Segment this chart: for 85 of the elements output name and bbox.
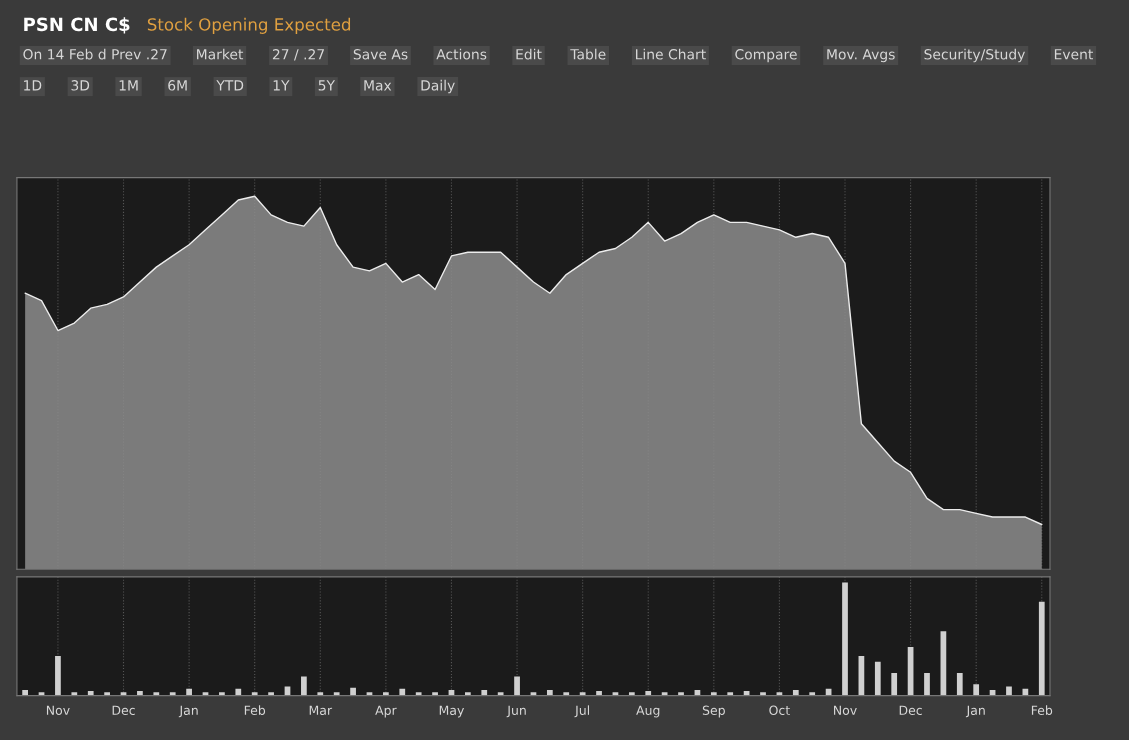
- text: 1D: [24, 80, 42, 91]
- bar: [268, 692, 274, 696]
- text: 27 / .27: [272, 49, 324, 61]
- text: Line Chart: [636, 48, 706, 60]
- bar: [22, 689, 28, 696]
- x-tick-label: Aug: [636, 705, 660, 718]
- bar: [350, 687, 356, 696]
- text: Max: [364, 80, 392, 91]
- bar: [874, 661, 881, 696]
- bar: [645, 691, 652, 696]
- text: 3D: [71, 80, 90, 91]
- text: Market: [197, 48, 244, 60]
- x-tick-label: Feb: [1031, 705, 1053, 715]
- bar: [579, 692, 586, 696]
- text: Edit: [516, 48, 542, 60]
- x-tick-label: Feb: [244, 705, 266, 715]
- bar: [1006, 686, 1012, 696]
- bar: [678, 692, 684, 696]
- x-tick-label: Jan: [965, 705, 985, 718]
- bar: [333, 692, 340, 696]
- bar: [563, 692, 570, 696]
- bar: [596, 691, 602, 696]
- text: Daily: [421, 79, 455, 94]
- x-tick-label: Nov: [46, 705, 70, 715]
- bar: [251, 692, 258, 696]
- bar: [219, 692, 225, 696]
- bar: [842, 582, 848, 696]
- bar: [891, 672, 898, 696]
- x-tick-label: Nov: [834, 705, 857, 715]
- bar: [514, 676, 520, 696]
- bar: [464, 692, 471, 696]
- text: YTD: [216, 80, 244, 91]
- bar: [169, 692, 176, 696]
- bar: [301, 676, 307, 696]
- bar: [432, 692, 438, 696]
- bar: [153, 692, 160, 696]
- x-tick-label: Sep: [702, 705, 725, 718]
- bar: [317, 692, 324, 696]
- bar: [399, 688, 406, 696]
- x-tick-label: May: [439, 705, 465, 718]
- bar: [661, 692, 668, 696]
- bar: [924, 672, 930, 696]
- text: 1M: [119, 80, 138, 91]
- bar: [104, 692, 110, 696]
- x-tick-label: Jan: [178, 705, 198, 718]
- x-tick-label: Mar: [309, 705, 333, 715]
- text: Save As: [353, 49, 408, 60]
- x-tick-label: Jun: [506, 705, 526, 718]
- bar: [760, 692, 766, 696]
- chart-subtitle: Stock Opening Expected: [147, 17, 351, 34]
- x-tick-label: Jul: [574, 705, 590, 718]
- bar: [809, 692, 816, 696]
- bar: [137, 691, 143, 696]
- chart-title: PSN CN C$: [24, 17, 130, 34]
- text: 5Y: [318, 80, 336, 91]
- text: On 14 Feb d Prev .27: [23, 48, 167, 60]
- bar: [792, 689, 799, 696]
- bar: [186, 688, 192, 696]
- bar: [628, 692, 635, 696]
- bar: [415, 692, 422, 696]
- bar: [956, 672, 963, 696]
- text: 6M: [168, 80, 187, 91]
- bar: [383, 692, 389, 696]
- bar: [710, 692, 717, 696]
- x-tick-label: Oct: [769, 705, 790, 715]
- bar: [973, 684, 980, 696]
- x-tick-label: Apr: [375, 705, 397, 718]
- bar: [55, 656, 61, 696]
- bar: [727, 692, 734, 696]
- text: Mov. Avgs: [827, 49, 895, 63]
- text: Compare: [735, 49, 797, 63]
- x-tick-label: Dec: [899, 705, 922, 715]
- text: 1Y: [273, 80, 290, 91]
- bar: [87, 691, 94, 696]
- text: Event: [1054, 49, 1094, 60]
- x-tick-label: Dec: [112, 705, 135, 715]
- bar: [235, 688, 242, 696]
- text: Actions: [436, 48, 487, 60]
- text: Table: [570, 48, 606, 60]
- bar: [481, 689, 488, 696]
- bar: [497, 692, 504, 696]
- text: Security/Study: [924, 48, 1025, 63]
- bar: [1038, 601, 1045, 696]
- bar: [71, 692, 78, 696]
- bar: [546, 689, 553, 696]
